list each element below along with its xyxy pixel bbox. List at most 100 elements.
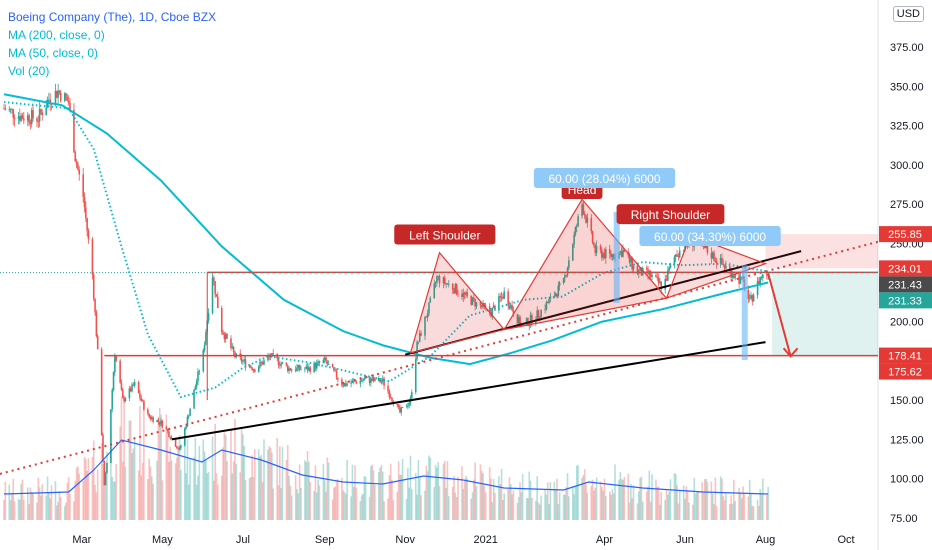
volume-bar: [462, 489, 465, 520]
volume-bar: [100, 443, 103, 520]
volume-bar: [129, 420, 132, 520]
volume-bar: [474, 462, 476, 520]
candle-body: [78, 169, 81, 175]
volume-bar: [177, 450, 180, 520]
candle-body: [104, 472, 107, 485]
volume-bar: [371, 464, 374, 520]
volume-bar: [82, 481, 84, 520]
volume-bar: [434, 465, 437, 520]
volume-bar: [750, 493, 752, 520]
candle-body: [28, 115, 30, 123]
volume-bar: [252, 476, 255, 520]
volume-bar: [479, 464, 482, 520]
volume-bar: [279, 446, 281, 520]
candle-body: [465, 292, 467, 295]
volume-bar: [92, 440, 95, 520]
volume-bar: [494, 493, 496, 520]
volume-bar: [766, 495, 768, 520]
candle-body: [8, 109, 11, 111]
volume-bar: [400, 474, 403, 520]
volume-bar: [59, 497, 62, 520]
candle-body: [401, 407, 404, 408]
volume-bar: [269, 447, 272, 520]
candle-body: [103, 460, 106, 485]
candle-body: [186, 416, 189, 427]
candles: [3, 83, 769, 486]
x-tick-label: Jun: [676, 534, 694, 546]
candle-body: [32, 110, 34, 119]
volume-bar: [343, 492, 346, 520]
volume-bar: [325, 491, 327, 520]
volume-bar: [213, 480, 215, 520]
price-label: 175.62: [888, 367, 922, 379]
y-tick-label: 75.00: [890, 513, 918, 525]
volume-bar: [490, 478, 492, 520]
legend-ma200[interactable]: MA (200, close, 0): [8, 28, 105, 42]
legend-volume[interactable]: Vol (20): [8, 64, 50, 78]
volume-bar: [636, 503, 639, 520]
candle-body: [178, 448, 181, 450]
volume-bar: [85, 459, 87, 520]
volume-bar: [748, 479, 751, 520]
volume-bar: [331, 499, 334, 520]
volume-bar: [111, 476, 114, 520]
volume-bar: [189, 458, 191, 520]
candle-body: [123, 398, 125, 402]
volume-bar: [591, 479, 594, 520]
currency-label[interactable]: USD: [892, 6, 924, 22]
candle-body: [102, 435, 104, 461]
volume-bar: [318, 485, 321, 520]
candle-body: [50, 103, 53, 105]
volume-bar: [527, 498, 529, 520]
candle-body: [252, 369, 255, 371]
price-label: 234.01: [888, 263, 922, 275]
y-tick-label: 325.00: [890, 121, 924, 133]
candle-body: [713, 252, 715, 261]
candle-body: [197, 371, 199, 382]
candle-body: [63, 93, 66, 101]
volume-bar: [731, 503, 734, 520]
candle-body: [213, 277, 215, 282]
candle-body: [335, 370, 338, 378]
volume-bar: [438, 486, 441, 520]
candle-body: [593, 242, 595, 246]
candle-body: [639, 267, 641, 271]
candle-body: [12, 109, 15, 118]
volume-bar: [249, 477, 252, 520]
volume-bar: [326, 457, 329, 520]
candle-body: [354, 380, 356, 382]
volume-bar: [545, 494, 548, 520]
volume-bar: [392, 500, 395, 520]
candle-body: [205, 332, 207, 345]
volume-bar: [463, 479, 466, 520]
candle-body: [546, 302, 549, 304]
candle-body: [242, 360, 244, 362]
legend-ma50[interactable]: MA (50, close, 0): [8, 46, 99, 60]
candle-body: [106, 462, 108, 473]
volume-bar: [253, 449, 256, 520]
candle-body: [414, 359, 417, 393]
volume-bar: [739, 493, 742, 520]
volume-bar: [296, 489, 298, 520]
volume-bar: [313, 491, 315, 520]
candle-body: [19, 116, 21, 121]
volume-bar: [558, 492, 561, 520]
candle-body: [279, 364, 281, 366]
volume-bar: [536, 476, 538, 520]
volume-bar: [426, 471, 429, 520]
ma-200-line: [3, 93, 769, 366]
candle-body: [346, 383, 348, 386]
candle-body: [169, 436, 172, 439]
candle-body: [48, 99, 50, 101]
candle-body: [58, 90, 61, 93]
y-tick-label: 200.00: [890, 317, 924, 329]
volume-bar: [26, 487, 29, 520]
candle-body: [170, 437, 173, 439]
volume-bar: [161, 480, 164, 520]
candle-body: [411, 392, 413, 398]
candle-body: [327, 364, 330, 365]
volume-bar: [702, 491, 705, 520]
candle-body: [180, 445, 182, 449]
